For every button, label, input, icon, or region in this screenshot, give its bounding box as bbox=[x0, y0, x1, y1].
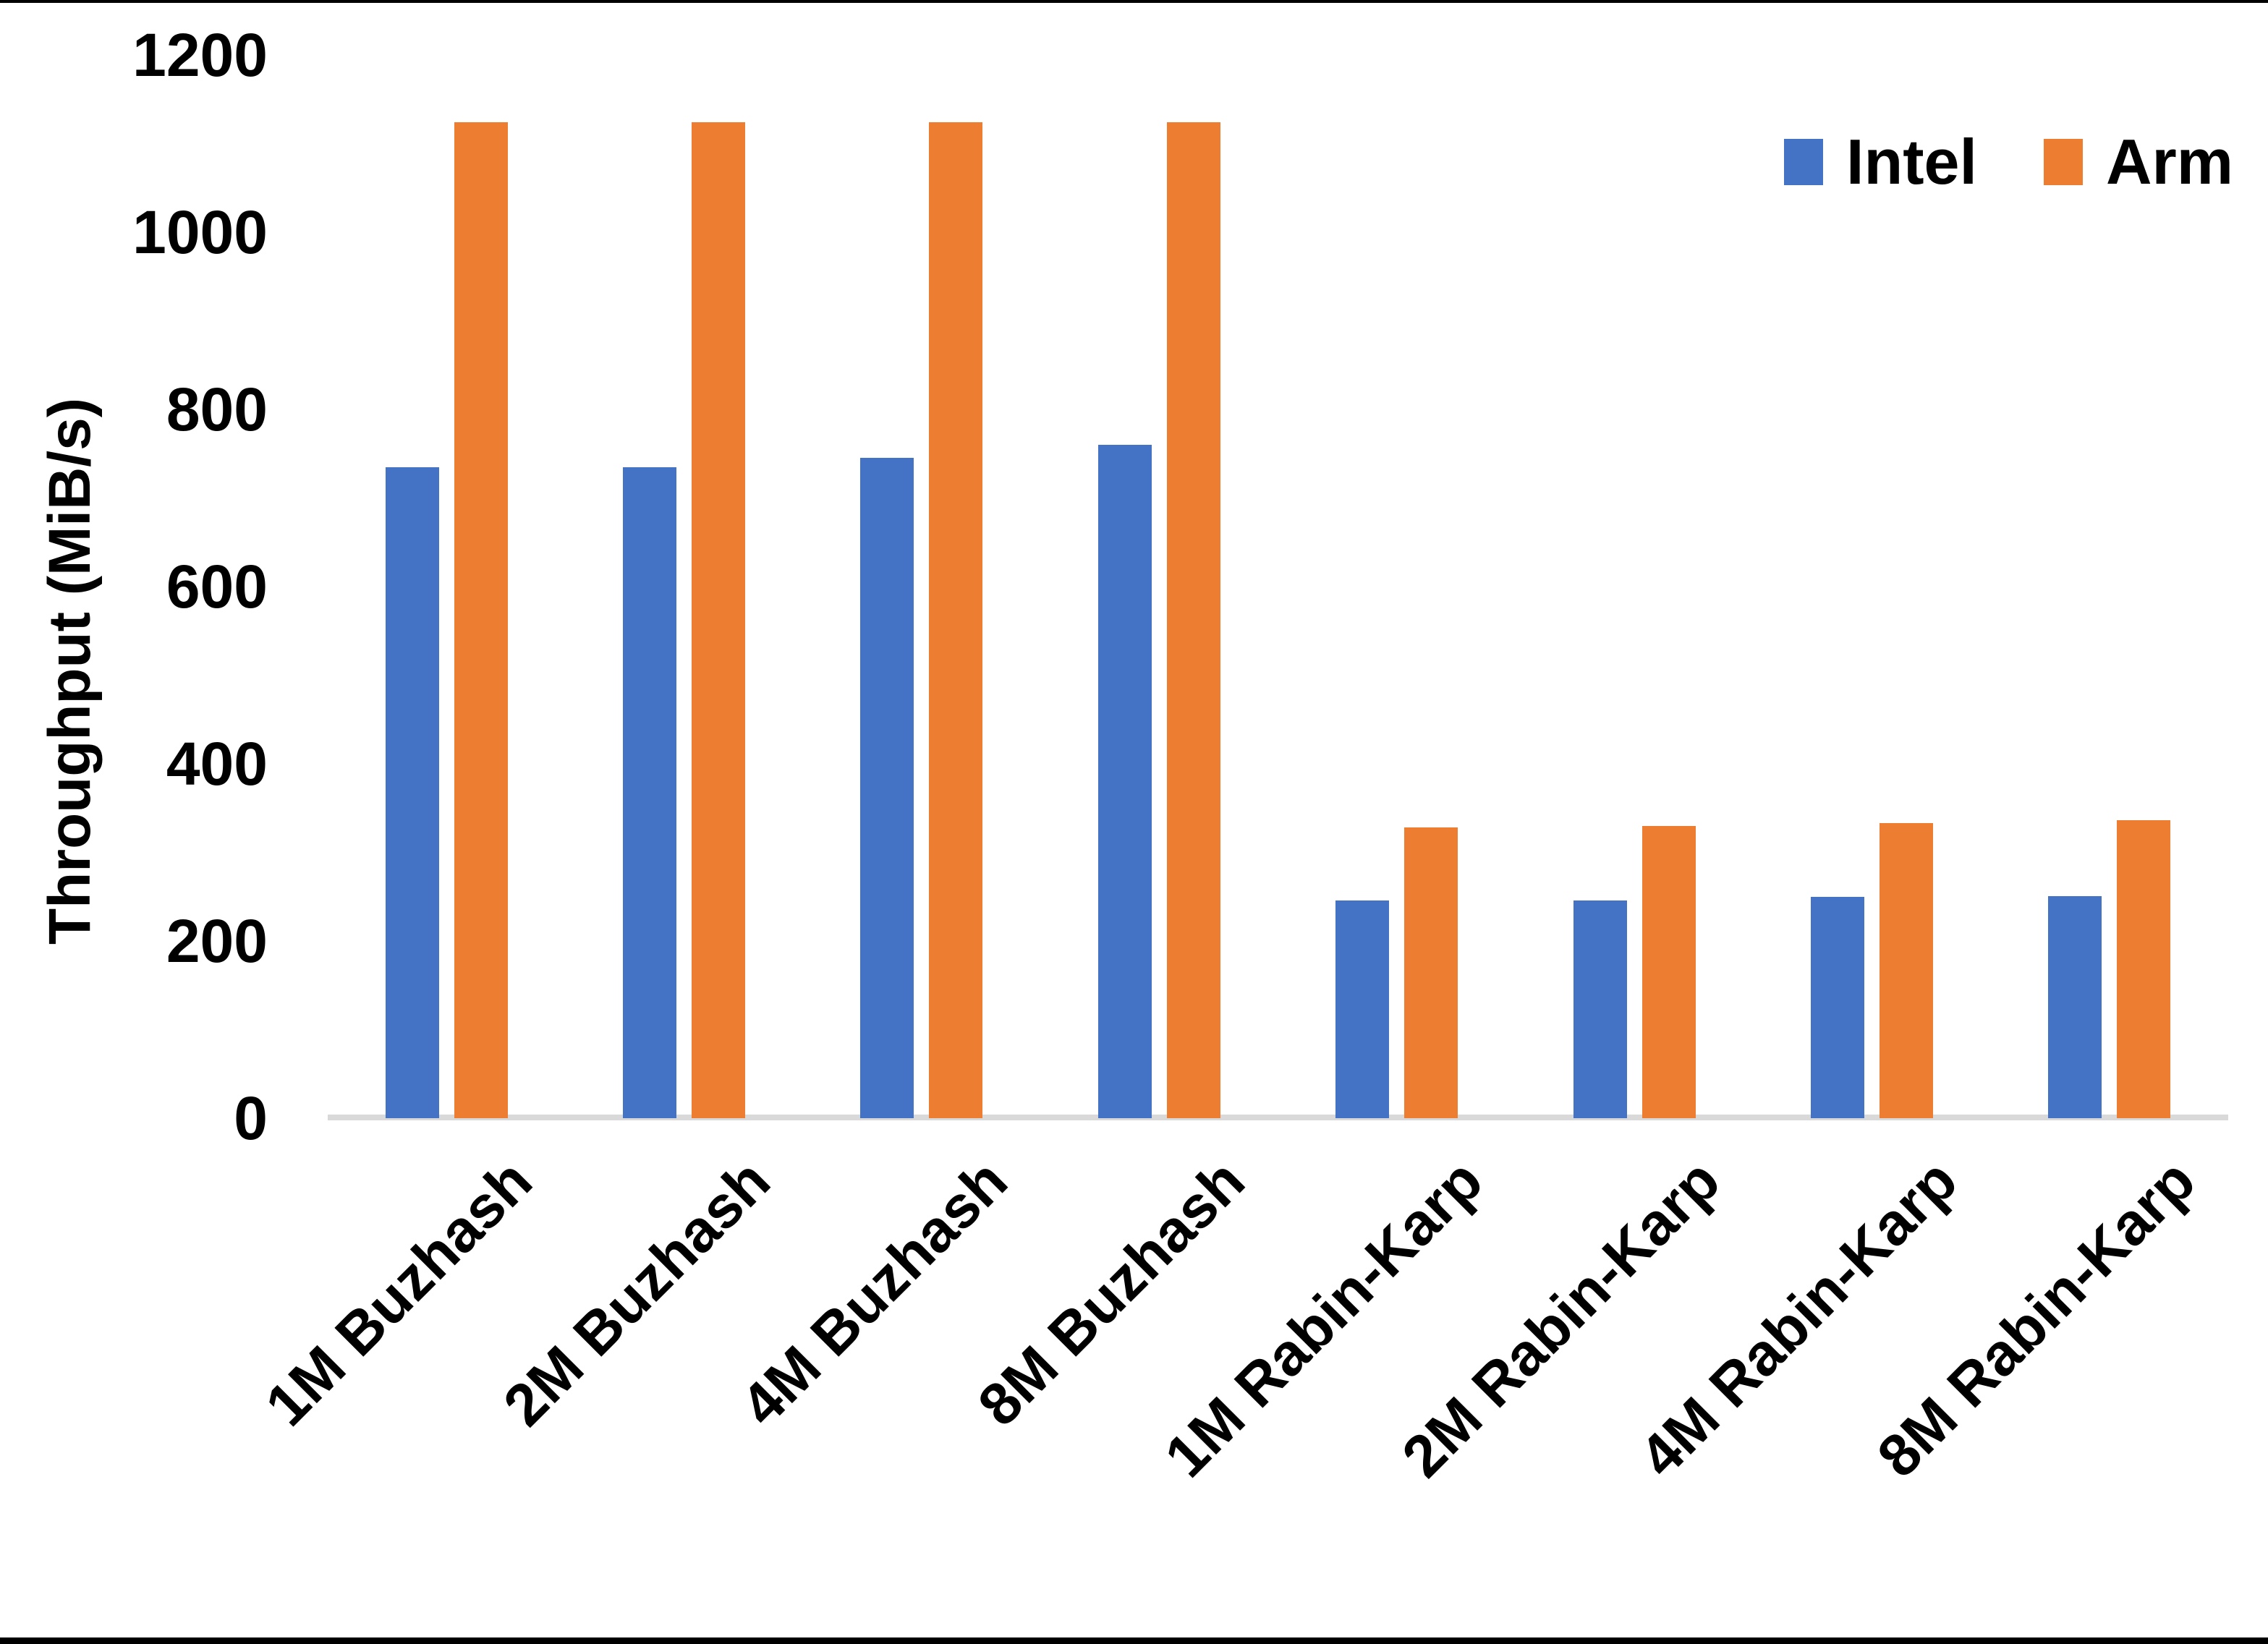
y-tick-0: 0 bbox=[234, 1084, 268, 1152]
legend-swatch-intel bbox=[1784, 139, 1824, 185]
bar-arm-8m-buzhash bbox=[1166, 122, 1220, 1118]
bottom-border-line bbox=[0, 1637, 2268, 1644]
legend-swatch-arm bbox=[2043, 139, 2083, 185]
bar-arm-1m-rabin-karp bbox=[1404, 827, 1458, 1118]
x-label-4m-rabin-karp: 4M Rabin-Karp bbox=[1627, 1147, 1971, 1490]
bar-intel-1m-buzhash bbox=[385, 467, 439, 1118]
legend-item-arm: Arm bbox=[2043, 126, 2233, 197]
y-tick-400: 400 bbox=[166, 730, 268, 798]
x-label-2m-buzhash: 2M Buzhash bbox=[490, 1147, 783, 1439]
x-label-2m-rabin-karp: 2M Rabin-Karp bbox=[1390, 1147, 1733, 1490]
bar-arm-1m-buzhash bbox=[454, 122, 508, 1118]
bar-arm-2m-rabin-karp bbox=[1641, 825, 1696, 1118]
bar-intel-4m-rabin-karp bbox=[1810, 896, 1864, 1118]
legend-label-arm: Arm bbox=[2105, 126, 2233, 197]
x-label-8m-buzhash: 8M Buzhash bbox=[966, 1147, 1258, 1439]
bar-intel-1m-rabin-karp bbox=[1335, 900, 1390, 1118]
x-label-4m-buzhash: 4M Buzhash bbox=[729, 1147, 1020, 1439]
legend-item-intel: Intel bbox=[1784, 129, 1977, 195]
top-border-line bbox=[0, 0, 2268, 3]
bar-arm-8m-rabin-karp bbox=[2117, 820, 2171, 1118]
bar-intel-8m-buzhash bbox=[1097, 445, 1152, 1118]
x-axis-line bbox=[328, 1115, 2228, 1120]
x-label-1m-rabin-karp: 1M Rabin-Karp bbox=[1152, 1147, 1495, 1490]
bar-intel-2m-buzhash bbox=[623, 467, 677, 1118]
bar-intel-2m-rabin-karp bbox=[1573, 900, 1627, 1118]
y-tick-200: 200 bbox=[166, 907, 268, 975]
bar-intel-4m-buzhash bbox=[860, 458, 914, 1118]
y-tick-1000: 1000 bbox=[132, 198, 268, 266]
legend: Intel Arm bbox=[1784, 129, 2233, 195]
bar-arm-2m-buzhash bbox=[692, 122, 746, 1118]
y-tick-600: 600 bbox=[166, 553, 268, 621]
y-tick-800: 800 bbox=[166, 375, 268, 443]
y-tick-1200: 1200 bbox=[132, 21, 268, 89]
legend-label-intel: Intel bbox=[1846, 126, 1977, 197]
bar-intel-8m-rabin-karp bbox=[2048, 895, 2102, 1118]
x-label-1m-buzhash: 1M Buzhash bbox=[253, 1147, 545, 1439]
bar-arm-4m-rabin-karp bbox=[1879, 823, 1933, 1118]
x-label-8m-rabin-karp: 8M Rabin-Karp bbox=[1865, 1147, 2208, 1490]
bar-arm-4m-buzhash bbox=[929, 122, 983, 1118]
